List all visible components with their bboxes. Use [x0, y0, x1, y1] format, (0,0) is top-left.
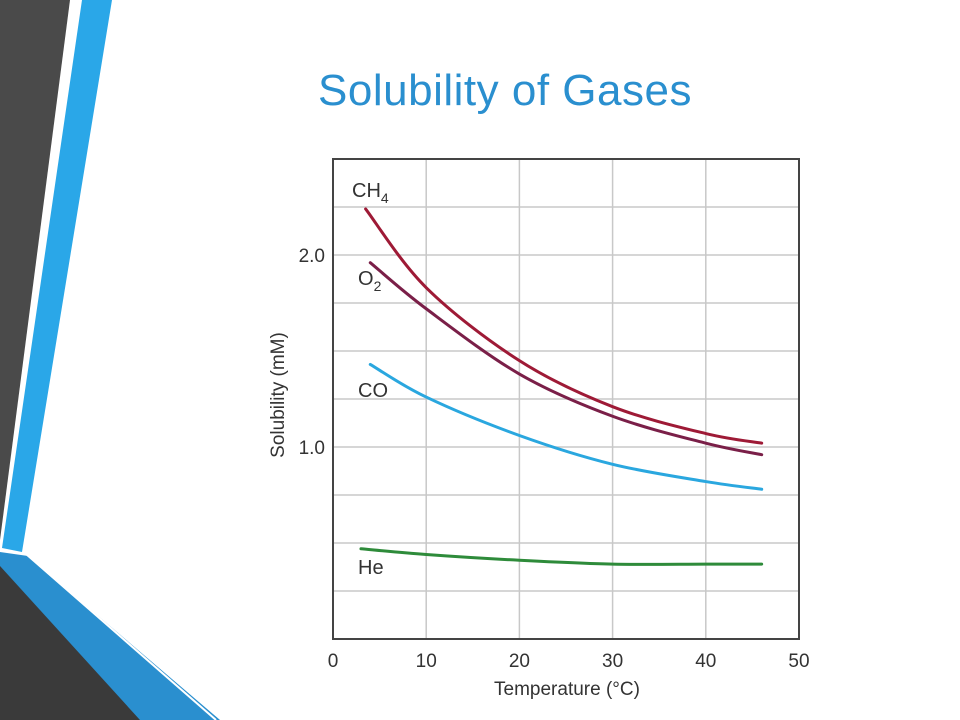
y-tick-labels: 1.0 2.0 [299, 246, 325, 459]
solubility-chart: CH4 O2 CO He 0 10 20 30 40 50 1.0 2.0 Temperature… [268, 158, 810, 700]
y-tick-label: 2.0 [299, 246, 325, 267]
slide-title: Solubility of Gases [318, 66, 692, 115]
series-line-o2 [368, 261, 764, 457]
x-tick-label: 10 [416, 651, 437, 672]
y-axis-label: Solubility (mM) [268, 332, 289, 458]
x-tick-label: 50 [788, 651, 809, 672]
deco-dark-stripe [0, 0, 70, 540]
series-label-ch4: CH4 [352, 180, 389, 206]
deco-white-edge [2, 550, 217, 720]
x-tick-label: 0 [328, 651, 339, 672]
chart-container: CH4 O2 CO He 0 10 20 30 40 50 1.0 2.0 Temperature… [250, 140, 850, 715]
series-line-ch4 [364, 207, 764, 445]
x-tick-label: 30 [602, 651, 623, 672]
series-label-o2: O2 [358, 268, 382, 294]
x-axis-label: Temperature (°C) [494, 679, 640, 700]
series-line-he [359, 547, 764, 566]
deco-blue-stripe [2, 0, 112, 552]
x-tick-labels: 0 10 20 30 40 50 [328, 651, 810, 672]
series-label-co: CO [358, 380, 388, 402]
series-group [359, 207, 764, 566]
series-label-he: He [358, 557, 384, 579]
x-tick-label: 40 [695, 651, 716, 672]
plot-frame [332, 158, 800, 640]
deco-dark-corner [0, 566, 140, 720]
series-line-co [368, 362, 764, 491]
x-tick-label: 20 [509, 651, 530, 672]
series-labels: CH4 O2 CO He [352, 180, 389, 579]
y-tick-label: 1.0 [299, 438, 325, 459]
